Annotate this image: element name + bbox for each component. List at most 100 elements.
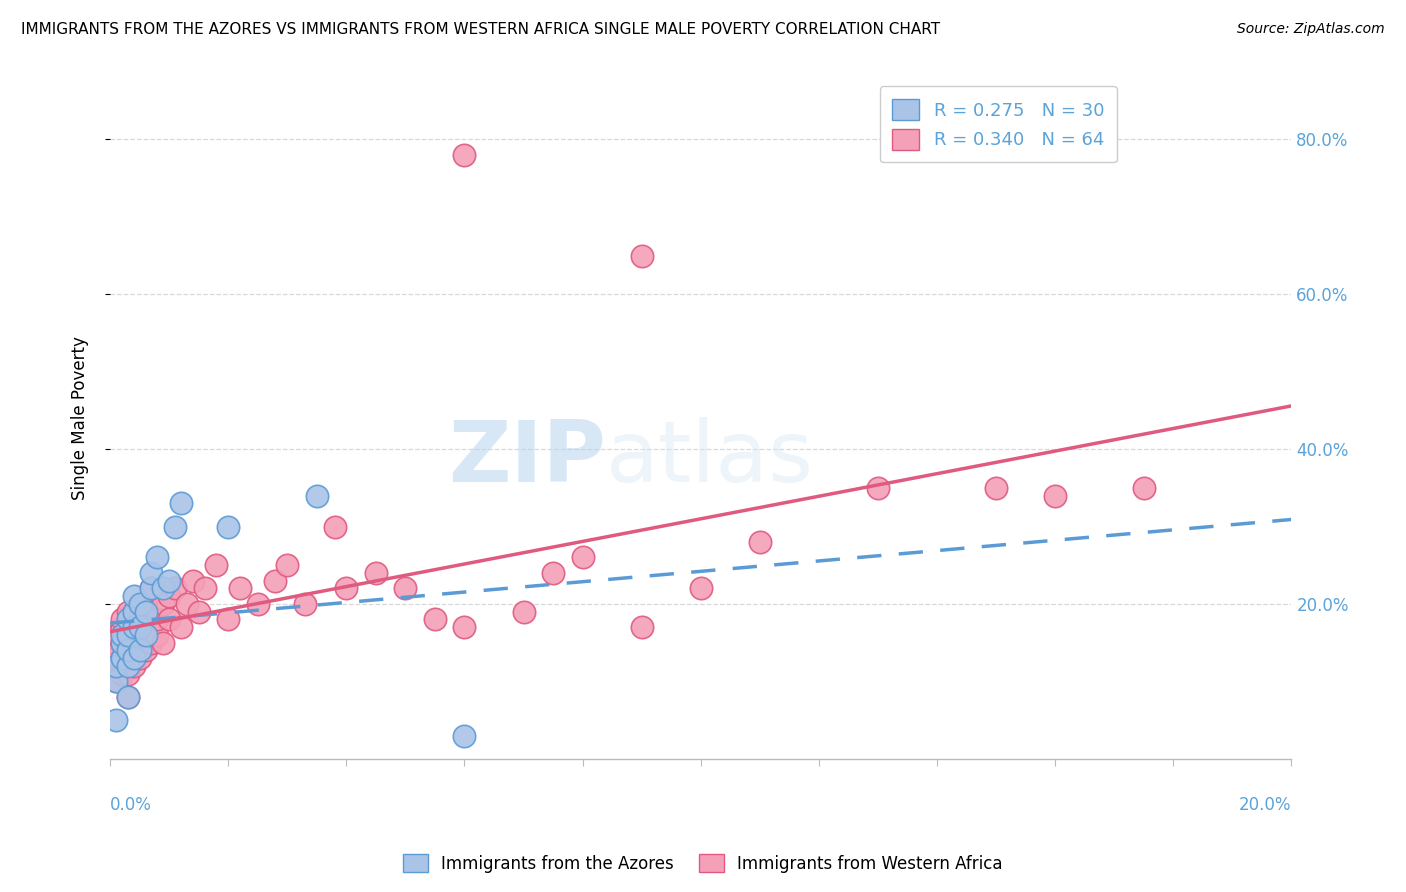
Point	[146, 550, 169, 565]
Point	[229, 582, 252, 596]
Point	[152, 635, 174, 649]
Point	[117, 690, 139, 704]
Point	[305, 489, 328, 503]
Point	[117, 651, 139, 665]
Point	[866, 481, 889, 495]
Point	[117, 635, 139, 649]
Point	[512, 605, 534, 619]
Point	[264, 574, 287, 588]
Point	[630, 248, 652, 262]
Point	[128, 643, 150, 657]
Y-axis label: Single Male Poverty: Single Male Poverty	[72, 336, 89, 500]
Point	[630, 620, 652, 634]
Point	[128, 612, 150, 626]
Point	[111, 651, 134, 665]
Point	[134, 620, 156, 634]
Point	[134, 628, 156, 642]
Point	[571, 550, 593, 565]
Point	[170, 496, 193, 510]
Text: 0.0%: 0.0%	[110, 797, 152, 814]
Point	[134, 643, 156, 657]
Point	[246, 597, 269, 611]
Point	[364, 566, 387, 580]
Point	[541, 566, 564, 580]
Point	[141, 635, 163, 649]
Point	[111, 666, 134, 681]
Point	[276, 558, 298, 573]
Point	[176, 597, 198, 611]
Point	[117, 666, 139, 681]
Point	[453, 148, 475, 162]
Point	[181, 574, 204, 588]
Point	[111, 651, 134, 665]
Point	[689, 582, 711, 596]
Point	[104, 713, 127, 727]
Point	[165, 582, 187, 596]
Point	[157, 574, 180, 588]
Point	[117, 605, 139, 619]
Point	[187, 605, 209, 619]
Point	[104, 658, 127, 673]
Point	[117, 658, 139, 673]
Point	[141, 582, 163, 596]
Legend: R = 0.275   N = 30, R = 0.340   N = 64: R = 0.275 N = 30, R = 0.340 N = 64	[880, 87, 1116, 162]
Point	[152, 582, 174, 596]
Point	[335, 582, 357, 596]
Legend: Immigrants from the Azores, Immigrants from Western Africa: Immigrants from the Azores, Immigrants f…	[396, 847, 1010, 880]
Point	[104, 643, 127, 657]
Point	[146, 612, 169, 626]
Point	[134, 597, 156, 611]
Point	[122, 628, 145, 642]
Point	[394, 582, 416, 596]
Point	[117, 690, 139, 704]
Point	[128, 597, 150, 611]
Point	[453, 620, 475, 634]
Point	[217, 519, 239, 533]
Point	[323, 519, 346, 533]
Point	[122, 651, 145, 665]
Point	[217, 612, 239, 626]
Point	[122, 605, 145, 619]
Point	[453, 729, 475, 743]
Point	[205, 558, 228, 573]
Point	[104, 674, 127, 689]
Point	[170, 620, 193, 634]
Point	[157, 612, 180, 626]
Point	[104, 658, 127, 673]
Point	[111, 635, 134, 649]
Point	[104, 628, 127, 642]
Point	[423, 612, 446, 626]
Text: atlas: atlas	[606, 417, 814, 500]
Point	[1133, 481, 1156, 495]
Point	[117, 612, 139, 626]
Point	[122, 589, 145, 603]
Point	[141, 566, 163, 580]
Point	[141, 582, 163, 596]
Point	[122, 658, 145, 673]
Point	[157, 589, 180, 603]
Point	[111, 620, 134, 634]
Point	[294, 597, 316, 611]
Point	[134, 605, 156, 619]
Point	[104, 651, 127, 665]
Text: 20.0%: 20.0%	[1239, 797, 1292, 814]
Text: ZIP: ZIP	[449, 417, 606, 500]
Point	[117, 620, 139, 634]
Point	[194, 582, 217, 596]
Point	[111, 628, 134, 642]
Point	[165, 519, 187, 533]
Text: IMMIGRANTS FROM THE AZORES VS IMMIGRANTS FROM WESTERN AFRICA SINGLE MALE POVERTY: IMMIGRANTS FROM THE AZORES VS IMMIGRANTS…	[21, 22, 941, 37]
Point	[1043, 489, 1066, 503]
Point	[122, 620, 145, 634]
Point	[128, 628, 150, 642]
Point	[128, 651, 150, 665]
Point	[111, 612, 134, 626]
Point	[117, 628, 139, 642]
Point	[146, 628, 169, 642]
Point	[748, 535, 770, 549]
Point	[117, 643, 139, 657]
Text: Source: ZipAtlas.com: Source: ZipAtlas.com	[1237, 22, 1385, 37]
Point	[152, 597, 174, 611]
Point	[111, 635, 134, 649]
Point	[122, 605, 145, 619]
